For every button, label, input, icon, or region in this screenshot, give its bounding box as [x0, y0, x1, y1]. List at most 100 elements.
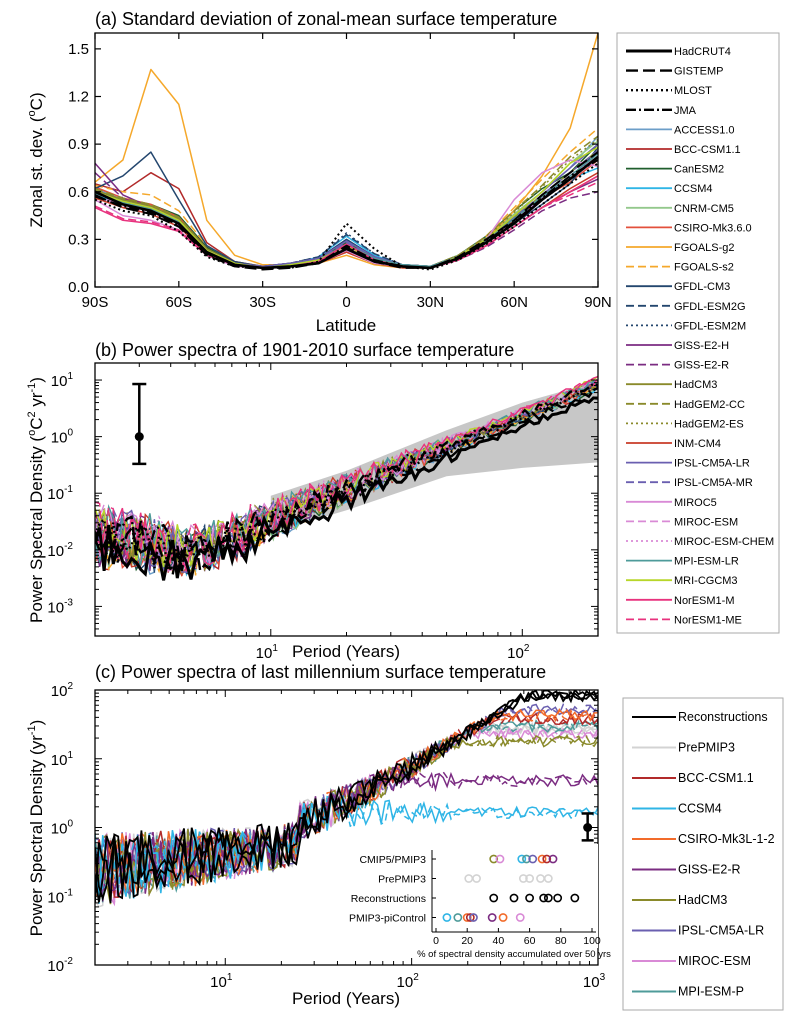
x-tick-label: 90N	[584, 294, 612, 311]
inset-background	[426, 844, 598, 948]
y-tick-exp: -2	[64, 541, 73, 552]
panel-b-series	[95, 375, 598, 581]
x-tick-label: 102	[507, 643, 530, 662]
inset-point-reconstructions	[509, 893, 519, 903]
legend-a: HadCRUT4 GISTEMP MLOST JMA ACCESS1.0 BCC-CSM1…	[626, 46, 774, 626]
series-jma	[94, 159, 599, 269]
y-tick-label: 10-1	[47, 484, 73, 503]
legend-label-mri-cgcm3: MRI-CGCM3	[674, 575, 738, 587]
inset-point-prepmip3	[518, 874, 528, 883]
panel-a-title: (a) Standard deviation of zonal-mean sur…	[95, 9, 557, 29]
x-tick-label: 90S	[82, 294, 109, 311]
inset-point-giss-e2-r	[487, 913, 497, 922]
panel-b: (b) Power spectra of 1901-2010 surface t…	[26, 340, 599, 662]
legend-label-ccsm4: CCSM4	[678, 802, 722, 816]
y-tick-label: 10-1	[47, 887, 73, 906]
legend-c-box	[622, 697, 784, 1011]
panel-a-x-ticks: 90S 60S 30S 0 30N 60N 90N	[82, 33, 612, 311]
inset-point-ccsm4	[442, 913, 452, 922]
x-tick-label: 30S	[249, 294, 276, 311]
x-tick-label: 103	[583, 972, 606, 991]
spectrum-giss-e2-r	[95, 766, 598, 895]
y-tick-exp: -3	[64, 597, 73, 608]
y-tick-base: 10	[51, 821, 68, 838]
legend-label-giss-e2-r: GISS-E2-R	[674, 360, 729, 372]
inset-x-tick-label: 100	[583, 935, 601, 947]
inset-x-tick-label: 20	[461, 935, 473, 947]
y-tick-base: 10	[51, 683, 68, 700]
panel-b-xlabel: Period (Years)	[292, 642, 400, 661]
y-tick-exp: 0	[67, 428, 73, 439]
y-tick-exp: -2	[64, 956, 73, 967]
y-tick-label: 1.2	[68, 89, 89, 106]
panel-c-series	[95, 690, 598, 908]
y-tick-exp: 0	[67, 819, 73, 830]
y-tick-label: 0.6	[68, 184, 89, 201]
inset-point-ipsl-cm5a-lr	[528, 854, 538, 864]
series-gistemp	[94, 151, 599, 271]
spectrum-mlost	[95, 385, 598, 572]
inset-row-label: PMIP3-piControl	[349, 913, 426, 925]
x-tick-label: 102	[397, 972, 420, 991]
x-tick-label: 60N	[500, 294, 528, 311]
inset-point-reconstructions	[539, 893, 549, 903]
panel-a: (a) Standard deviation of zonal-mean sur…	[26, 9, 612, 335]
inset-point-reconstructions	[553, 893, 563, 903]
x-tick-label: 30N	[417, 294, 445, 311]
y-tick-base: 10	[51, 430, 68, 447]
x-tick-base: 10	[397, 974, 414, 991]
y-tick-label: 0.0	[68, 279, 89, 296]
legend-label-miroc5: MIROC5	[674, 497, 717, 509]
panel-c-inner	[95, 690, 598, 908]
x-tick-exp: 3	[600, 972, 606, 983]
panel-b-ylabel: Power Spectral Density (oC2 yr-1)	[26, 377, 46, 623]
inset-point-csiro-mk3l-1-2	[537, 854, 547, 864]
legend-label-csiro-mk3-6-0: CSIRO-Mk3.6.0	[674, 222, 752, 234]
inset-x-tick-label: 60	[524, 935, 536, 947]
legend-label-miroc-esm: MIROC-ESM	[674, 516, 738, 528]
inset-point-reconstructions	[570, 893, 580, 903]
legend-label-fgoals-s2: FGOALS-s2	[674, 262, 734, 274]
legend-label-prepmip3: PrePMIP3	[678, 741, 735, 755]
y-tick-label: 100	[51, 819, 74, 838]
x-tick-exp: 2	[524, 643, 530, 654]
inset-point-reconstructions	[543, 893, 553, 903]
legend-label-cnrm-cm5: CNRM-CM5	[674, 203, 734, 215]
legend-label-hadcrut4: HadCRUT4	[674, 46, 731, 58]
y-tick-exp: -1	[64, 887, 73, 898]
x-tick-base: 10	[583, 974, 600, 991]
inset-x-tick-label: 0	[433, 935, 439, 947]
legend-label-csiro-mk3l-1-2: CSIRO-Mk3L-1-2	[678, 832, 775, 846]
x-tick-base: 10	[507, 645, 524, 662]
y-tick-base: 10	[47, 543, 64, 560]
inset-point-prepmip3	[525, 874, 534, 883]
inset-point-miroc-esm	[495, 854, 505, 864]
legend-label-mlost: MLOST	[674, 85, 712, 97]
inset-xlabel: % of spectral density accumulated over 5…	[417, 949, 611, 960]
legend-label-giss-e2-h: GISS-E2-H	[674, 340, 729, 352]
inset-point-prepmip3	[543, 874, 553, 883]
y-tick-base: 10	[51, 373, 68, 390]
error-bar-center	[134, 432, 144, 442]
spectrum-hadcrut4	[95, 396, 598, 581]
legend-label-mpi-esm-lr: MPI-ESM-LR	[674, 556, 739, 568]
series-noresm1-me	[94, 181, 599, 269]
spectrum-reconstructions	[95, 690, 598, 904]
y-tick-label: 10-3	[47, 597, 73, 616]
legend-label-hadgem2-cc: HadGEM2-CC	[674, 399, 745, 411]
series-hadcrut4	[94, 155, 599, 270]
inset-row-label: Reconstructions	[351, 893, 426, 905]
legend-label-reconstructions: Reconstructions	[678, 710, 768, 724]
y-tick-label: 1.5	[68, 41, 89, 58]
x-tick-base: 10	[256, 645, 273, 662]
legend-label-miroc-esm-chem: MIROC-ESM-CHEM	[674, 536, 774, 548]
y-tick-base: 10	[47, 889, 64, 906]
panel-a-ylabel: Zonal st. dev. (oC)	[26, 92, 46, 227]
legend-label-noresm1-m: NorESM1-M	[674, 595, 735, 607]
legend-label-gistemp: GISTEMP	[674, 66, 724, 78]
inset-point-bcc-csm1-1	[542, 854, 552, 864]
legend-label-ipsl-cm5a-lr: IPSL-CM5A-LR	[674, 458, 750, 470]
legend-label-bcc-csm1-1: BCC-CSM1.1	[678, 771, 754, 785]
